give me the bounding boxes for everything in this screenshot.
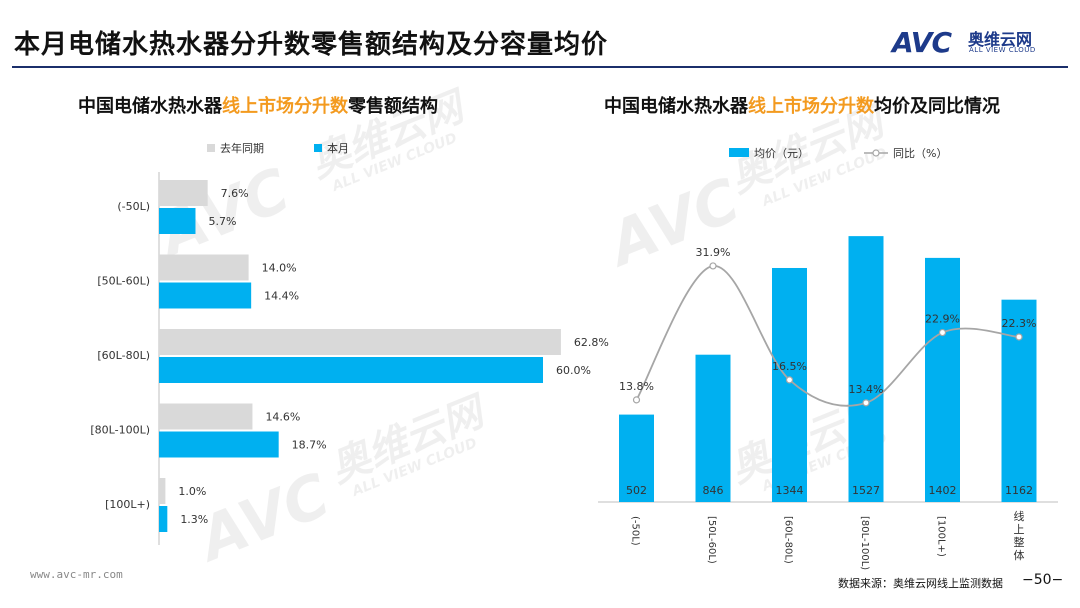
right-title-highlight: 线上市场分升数 xyxy=(748,96,874,117)
left-title-highlight: 线上市场分升数 xyxy=(222,96,348,117)
page-number: −50− xyxy=(1022,572,1064,588)
left-title-prefix: 中国电储水热水器 xyxy=(78,96,222,117)
bar xyxy=(159,180,208,206)
category-label: [100L+) xyxy=(105,498,150,511)
data-label: 1162 xyxy=(1005,484,1033,497)
bar xyxy=(159,478,166,504)
bar xyxy=(772,267,807,502)
left-chart-title: 中国电储水热水器线上市场分升数零售额结构 xyxy=(78,92,438,118)
legend-label: 去年同期 xyxy=(220,141,264,155)
data-label: 14.0% xyxy=(262,262,297,275)
data-label: 502 xyxy=(626,484,647,497)
data-label: 62.8% xyxy=(574,336,609,349)
bar xyxy=(159,208,196,234)
data-label: 14.4% xyxy=(264,290,299,303)
left-title-suffix: 零售额结构 xyxy=(348,96,438,117)
line-label: 22.3% xyxy=(1002,317,1037,330)
line-label: 22.9% xyxy=(925,313,960,326)
bar xyxy=(159,357,543,383)
category-label: [100L+) xyxy=(936,516,947,557)
data-label: 60.0% xyxy=(556,364,591,377)
yoy-line xyxy=(635,265,1020,407)
bar xyxy=(159,282,252,309)
category-label: [60L-80L) xyxy=(783,516,794,564)
bar xyxy=(159,329,561,355)
category-label: (-50L) xyxy=(117,200,150,213)
footer-website: www.avc-mr.com xyxy=(30,568,123,581)
line-label: 16.5% xyxy=(772,360,807,373)
legend-label: 均价（元） xyxy=(754,147,809,160)
category-label: [50L-60L) xyxy=(97,275,150,288)
data-label: 5.7% xyxy=(208,215,236,228)
data-label: 1402 xyxy=(929,484,957,497)
bar xyxy=(159,506,168,532)
category-label: 线上整体 xyxy=(1014,509,1025,562)
line-point xyxy=(632,396,641,404)
category-label: [80L-100L) xyxy=(90,424,150,437)
data-label: 7.6% xyxy=(221,187,249,200)
line-point xyxy=(785,376,794,384)
category-label: [80L-100L) xyxy=(859,516,870,570)
data-label: 18.7% xyxy=(292,439,327,452)
bar xyxy=(695,354,731,502)
category-label: [50L-60L) xyxy=(706,516,717,564)
bar xyxy=(925,257,960,502)
footer-source: 数据来源：奥维云网线上监测数据 xyxy=(838,577,1003,590)
right-title-prefix: 中国电储水热水器 xyxy=(604,96,748,117)
category-label: [60L-80L) xyxy=(97,349,150,362)
line-point xyxy=(1015,333,1023,341)
avc-logo: AVC 奥维云网 ALL VIEW CLOUD xyxy=(892,26,1062,59)
logo-en: ALL VIEW CLOUD xyxy=(969,46,1036,54)
logo-cn: 奥维云网 xyxy=(968,30,1033,49)
line-label: 13.8% xyxy=(619,380,654,393)
line-point xyxy=(709,262,717,270)
legend-label: 同比（%） xyxy=(893,147,947,160)
data-label: 1527 xyxy=(852,484,880,497)
legend-swatch xyxy=(314,144,322,152)
data-label: 1344 xyxy=(776,484,804,497)
bar xyxy=(159,403,253,430)
legend-swatch xyxy=(729,148,749,157)
logo-mark: AVC xyxy=(892,26,952,59)
legend-swatch xyxy=(207,144,215,152)
line-point xyxy=(938,328,947,337)
bar xyxy=(619,414,654,502)
data-label: 14.6% xyxy=(265,411,300,424)
line-label: 31.9% xyxy=(696,246,731,259)
category-label: (-50L) xyxy=(630,516,641,546)
data-label: 1.0% xyxy=(178,485,206,498)
right-chart-title: 中国电储水热水器线上市场分升数均价及同比情况 xyxy=(604,92,1000,118)
bar xyxy=(1001,299,1037,502)
header-divider xyxy=(12,66,1068,68)
bar xyxy=(159,431,279,458)
legend-marker xyxy=(872,149,880,157)
bar xyxy=(159,254,249,281)
line-label: 13.4% xyxy=(849,383,884,396)
legend-label: 本月 xyxy=(327,141,349,155)
line-point xyxy=(862,399,870,407)
bar xyxy=(848,236,884,502)
right-title-suffix: 均价及同比情况 xyxy=(874,96,1000,117)
data-label: 846 xyxy=(703,484,724,497)
page-title: 本月电储水热水器分升数零售额结构及分容量均价 xyxy=(14,30,609,60)
data-label: 1.3% xyxy=(180,513,208,526)
